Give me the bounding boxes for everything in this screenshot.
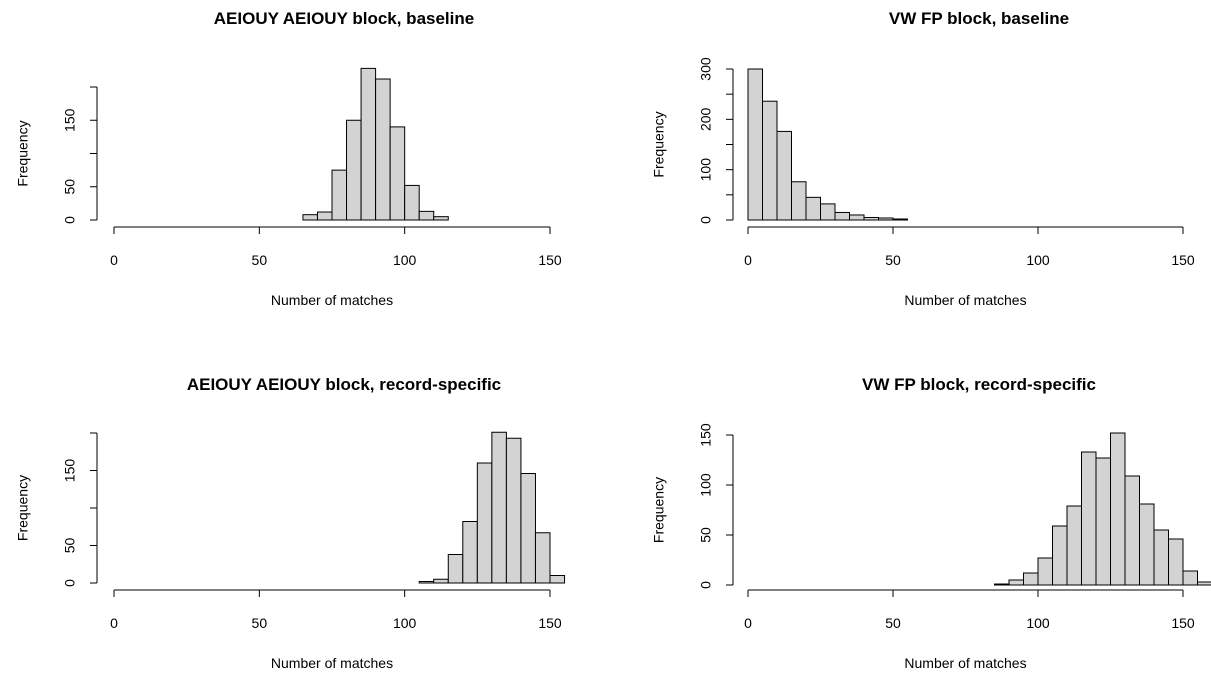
histogram-panel-2: VW FP block, baseline 0 50 100 150 0 100 200 300… bbox=[651, 9, 1195, 308]
histogram-bar bbox=[360, 67, 377, 221]
histogram-bar bbox=[534, 532, 551, 584]
histogram-bar bbox=[1008, 579, 1024, 586]
chart-title: VW FP block, baseline bbox=[889, 9, 1069, 28]
y-tick-label: 100 bbox=[698, 158, 714, 182]
histogram-bar bbox=[447, 554, 464, 584]
x-tick-label: 50 bbox=[885, 615, 901, 631]
histogram-bar bbox=[878, 217, 894, 221]
chart-title: AEIOUY AEIOUY block, record-specific bbox=[187, 375, 501, 394]
y-tick-label: 150 bbox=[62, 108, 78, 132]
histogram-bar bbox=[389, 126, 406, 221]
histogram-bar bbox=[1168, 538, 1184, 586]
histogram-bar bbox=[1052, 525, 1068, 586]
histogram-bar bbox=[834, 211, 850, 221]
histogram-bar bbox=[1037, 557, 1053, 586]
y-tick-label: 50 bbox=[62, 538, 78, 554]
histogram-bar bbox=[1095, 457, 1111, 586]
histogram-bar bbox=[520, 473, 536, 584]
histogram-bar bbox=[747, 68, 763, 221]
histogram-bar bbox=[433, 216, 449, 221]
histogram-bar bbox=[1153, 529, 1169, 586]
x-tick-label: 150 bbox=[538, 615, 562, 631]
histogram-bar bbox=[549, 575, 566, 584]
chart-title: AEIOUY AEIOUY block, baseline bbox=[214, 9, 474, 28]
histogram-bar bbox=[433, 578, 449, 584]
histogram-bar bbox=[805, 196, 821, 221]
x-tick-label: 50 bbox=[252, 252, 268, 268]
histogram-bar bbox=[1139, 503, 1155, 586]
y-tick-label: 150 bbox=[62, 459, 78, 483]
x-axis-label: Number of matches bbox=[271, 655, 393, 671]
histogram-bar bbox=[1066, 505, 1082, 586]
y-tick-label: 300 bbox=[698, 57, 714, 81]
x-axis-label: Number of matches bbox=[271, 292, 393, 308]
histogram-bar bbox=[316, 211, 333, 221]
x-axis-label: Number of matches bbox=[904, 655, 1026, 671]
histogram-bar bbox=[994, 583, 1010, 586]
x-tick-label: 0 bbox=[110, 615, 118, 631]
x-tick-label: 100 bbox=[393, 252, 417, 268]
histogram-panel-4: VW FP block, record-specific 0 50 100 150 0 50… bbox=[651, 375, 1211, 671]
histogram-panel-1: AEIOUY AEIOUY block, baseline 0 50 100 150 0 5… bbox=[15, 9, 562, 308]
y-axis-label: Frequency bbox=[651, 111, 667, 177]
y-tick-label: 100 bbox=[698, 473, 714, 497]
x-tick-label: 50 bbox=[252, 615, 268, 631]
histogram-bar bbox=[1182, 570, 1198, 586]
y-tick-label: 50 bbox=[62, 179, 78, 195]
histogram-bar bbox=[1023, 572, 1039, 586]
histogram-bar bbox=[462, 521, 478, 584]
histogram-bar bbox=[491, 431, 507, 584]
histogram-panel-3: AEIOUY AEIOUY block, record-specific 0 50 1… bbox=[15, 375, 566, 671]
x-tick-label: 0 bbox=[744, 615, 752, 631]
histogram-bar bbox=[892, 218, 908, 221]
histogram-bar bbox=[1081, 451, 1097, 586]
x-tick-label: 100 bbox=[1026, 252, 1050, 268]
x-tick-label: 150 bbox=[538, 252, 562, 268]
histogram-bar bbox=[331, 169, 348, 221]
histogram-bar bbox=[346, 119, 362, 221]
x-tick-label: 100 bbox=[1026, 615, 1050, 631]
histogram-bar bbox=[418, 581, 435, 584]
y-axis-label: Frequency bbox=[651, 477, 667, 543]
y-tick-label: 50 bbox=[698, 527, 714, 543]
y-axis-label: Frequency bbox=[15, 475, 31, 541]
histogram-bar bbox=[776, 130, 792, 221]
histogram-bar bbox=[1110, 432, 1126, 586]
histogram-bar bbox=[375, 78, 391, 221]
histogram-bar bbox=[505, 437, 522, 584]
x-tick-label: 150 bbox=[1171, 615, 1195, 631]
histogram-bar bbox=[404, 184, 420, 221]
histogram-bar bbox=[820, 203, 836, 221]
x-tick-label: 0 bbox=[744, 252, 752, 268]
y-tick-label: 0 bbox=[698, 216, 714, 224]
histogram-bar bbox=[1197, 581, 1211, 586]
x-axis-label: Number of matches bbox=[904, 292, 1026, 308]
chart-title: VW FP block, record-specific bbox=[862, 375, 1096, 394]
y-tick-label: 150 bbox=[698, 423, 714, 447]
histogram-bar bbox=[762, 100, 778, 221]
x-tick-label: 150 bbox=[1171, 252, 1195, 268]
histogram-bar bbox=[302, 214, 318, 221]
histogram-bar bbox=[849, 214, 865, 221]
y-tick-label: 0 bbox=[698, 581, 714, 589]
x-tick-label: 0 bbox=[110, 252, 118, 268]
histogram-bar bbox=[1124, 475, 1140, 586]
y-axis-label: Frequency bbox=[15, 120, 31, 186]
histogram-bar bbox=[418, 210, 435, 221]
y-tick-label: 200 bbox=[698, 107, 714, 131]
histogram-bar bbox=[791, 181, 807, 221]
histogram-bar bbox=[863, 216, 879, 221]
x-tick-label: 100 bbox=[393, 615, 417, 631]
y-tick-label: 0 bbox=[62, 216, 78, 224]
x-tick-label: 50 bbox=[885, 252, 901, 268]
y-tick-label: 0 bbox=[62, 579, 78, 587]
histogram-bar bbox=[476, 462, 493, 584]
